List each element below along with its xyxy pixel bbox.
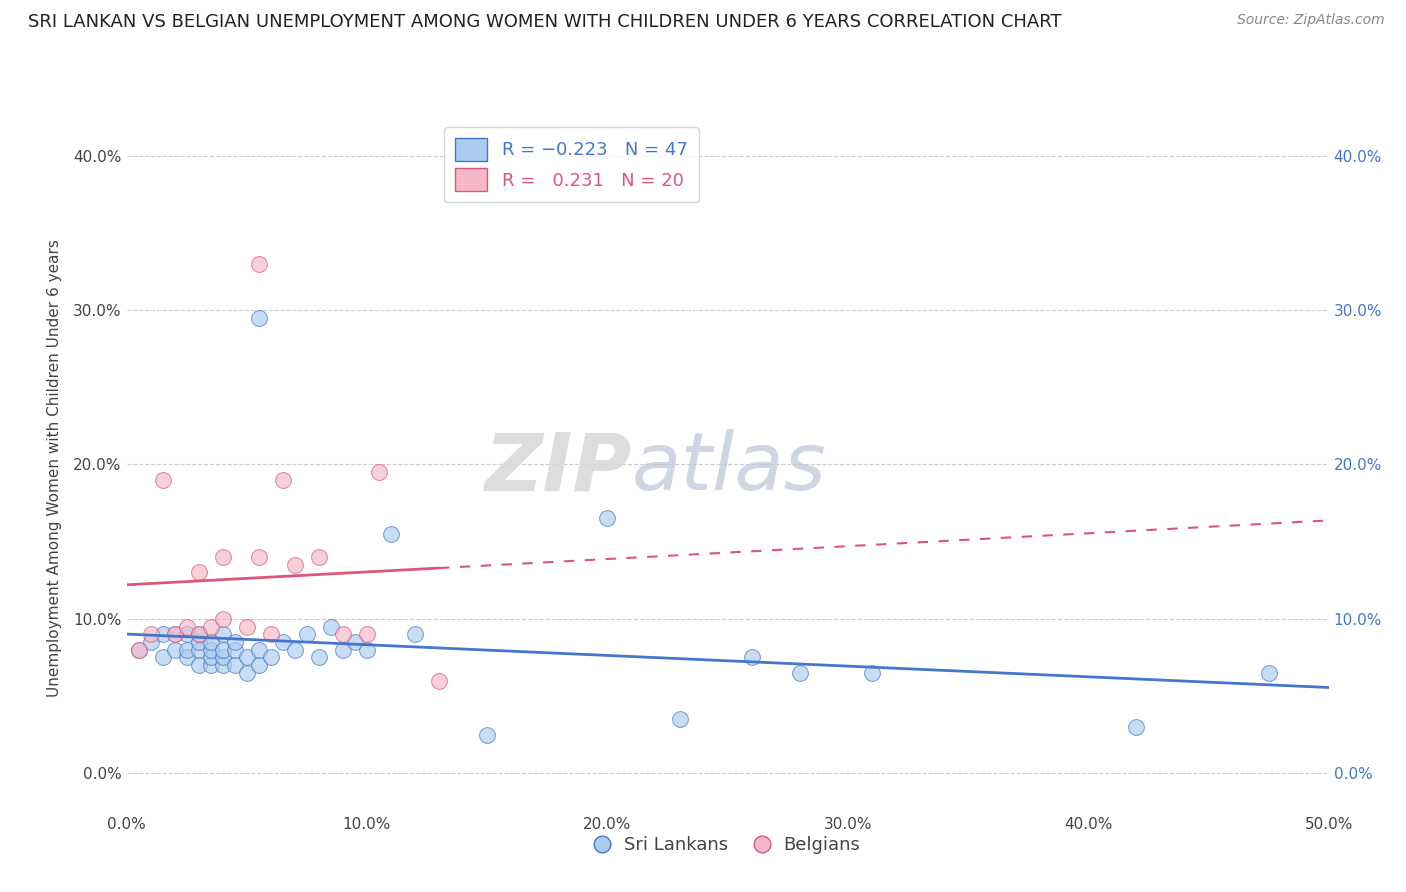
Point (211, 658, 233, 673)
Point (332, 642, 354, 657)
Y-axis label: Unemployment Among Women with Children Under 6 years: Unemployment Among Women with Children U… (46, 239, 62, 698)
Point (187, 566, 209, 580)
Point (1257, 665, 1279, 680)
Point (356, 627, 378, 641)
Point (332, 627, 354, 641)
Point (271, 635, 294, 649)
Point (187, 658, 209, 673)
Point (152, 650, 174, 665)
Point (271, 473, 294, 487)
Point (128, 642, 150, 657)
Point (200, 650, 222, 665)
Text: Source: ZipAtlas.com: Source: ZipAtlas.com (1237, 13, 1385, 28)
Point (356, 642, 378, 657)
Point (187, 627, 209, 641)
Point (404, 627, 426, 641)
Point (319, 619, 342, 633)
Legend: Sri Lankans, Belgians: Sri Lankans, Belgians (588, 829, 868, 861)
Point (596, 511, 619, 525)
Point (152, 627, 174, 641)
Point (163, 627, 186, 641)
Point (152, 473, 174, 487)
Point (284, 642, 307, 657)
Point (741, 650, 763, 665)
Point (163, 642, 186, 657)
Point (211, 627, 233, 641)
Point (187, 635, 209, 649)
Point (187, 627, 209, 641)
Point (139, 627, 162, 641)
Point (200, 635, 222, 649)
Point (668, 712, 690, 726)
Point (235, 650, 259, 665)
Text: ZIP: ZIP (484, 429, 631, 508)
Point (247, 658, 270, 673)
Point (200, 619, 222, 633)
Point (789, 665, 811, 680)
Point (211, 549, 233, 564)
Point (260, 627, 283, 641)
Point (235, 619, 259, 633)
Point (247, 642, 270, 657)
Point (224, 642, 246, 657)
Text: atlas: atlas (631, 429, 827, 508)
Point (235, 665, 259, 680)
Point (224, 658, 246, 673)
Point (247, 257, 270, 271)
Point (200, 658, 222, 673)
Point (475, 727, 498, 741)
Point (211, 642, 233, 657)
Point (380, 527, 402, 541)
Point (128, 642, 150, 657)
Point (176, 642, 198, 657)
Point (187, 642, 209, 657)
Point (260, 650, 283, 665)
Point (224, 635, 246, 649)
Text: SRI LANKAN VS BELGIAN UNEMPLOYMENT AMONG WOMEN WITH CHILDREN UNDER 6 YEARS CORRE: SRI LANKAN VS BELGIAN UNEMPLOYMENT AMONG… (28, 13, 1062, 31)
Point (176, 619, 198, 633)
Point (860, 665, 883, 680)
Point (308, 549, 330, 564)
Point (247, 310, 270, 325)
Point (343, 635, 366, 649)
Point (1125, 720, 1147, 734)
Point (247, 549, 270, 564)
Point (308, 650, 330, 665)
Point (176, 650, 198, 665)
Point (139, 635, 162, 649)
Point (295, 627, 318, 641)
Point (200, 642, 222, 657)
Point (284, 558, 307, 572)
Point (368, 465, 391, 479)
Point (211, 612, 233, 626)
Point (211, 650, 233, 665)
Point (163, 627, 186, 641)
Point (427, 673, 450, 688)
Point (176, 627, 198, 641)
